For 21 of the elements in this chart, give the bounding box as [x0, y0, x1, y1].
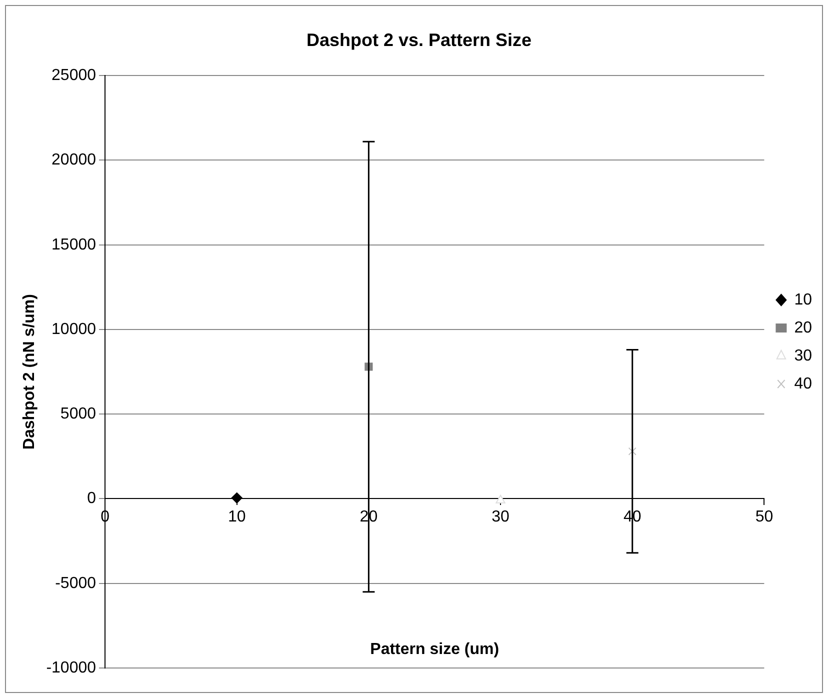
y-axis-title: Dashpot 2 (nN s/um) — [21, 294, 38, 450]
legend-label: 30 — [794, 347, 812, 364]
point — [231, 492, 242, 504]
y-tick-label: 5000 — [60, 406, 96, 423]
point — [496, 494, 506, 504]
legend-label: 40 — [794, 375, 812, 392]
y-tick-label: 10000 — [52, 320, 96, 338]
x-axis-title: Pattern size (um) — [370, 640, 500, 658]
y-tick-label: 20000 — [52, 152, 96, 169]
y-tick-label: -5000 — [55, 574, 96, 592]
chart-title: Dashpot 2 vs. Pattern Size — [306, 30, 532, 50]
legend-label: 20 — [794, 319, 812, 336]
x-tick-label: 50 — [755, 508, 774, 526]
point — [628, 447, 636, 456]
x-tick-label: 30 — [492, 508, 510, 526]
y-tick-label: 0 — [87, 490, 96, 508]
x-tick-label: 10 — [228, 508, 246, 526]
y-tick-label: 15000 — [52, 236, 96, 254]
y-tick-label: -10000 — [46, 659, 96, 676]
legend-label: 10 — [794, 291, 812, 308]
y-tick-label: 25000 — [52, 67, 96, 84]
